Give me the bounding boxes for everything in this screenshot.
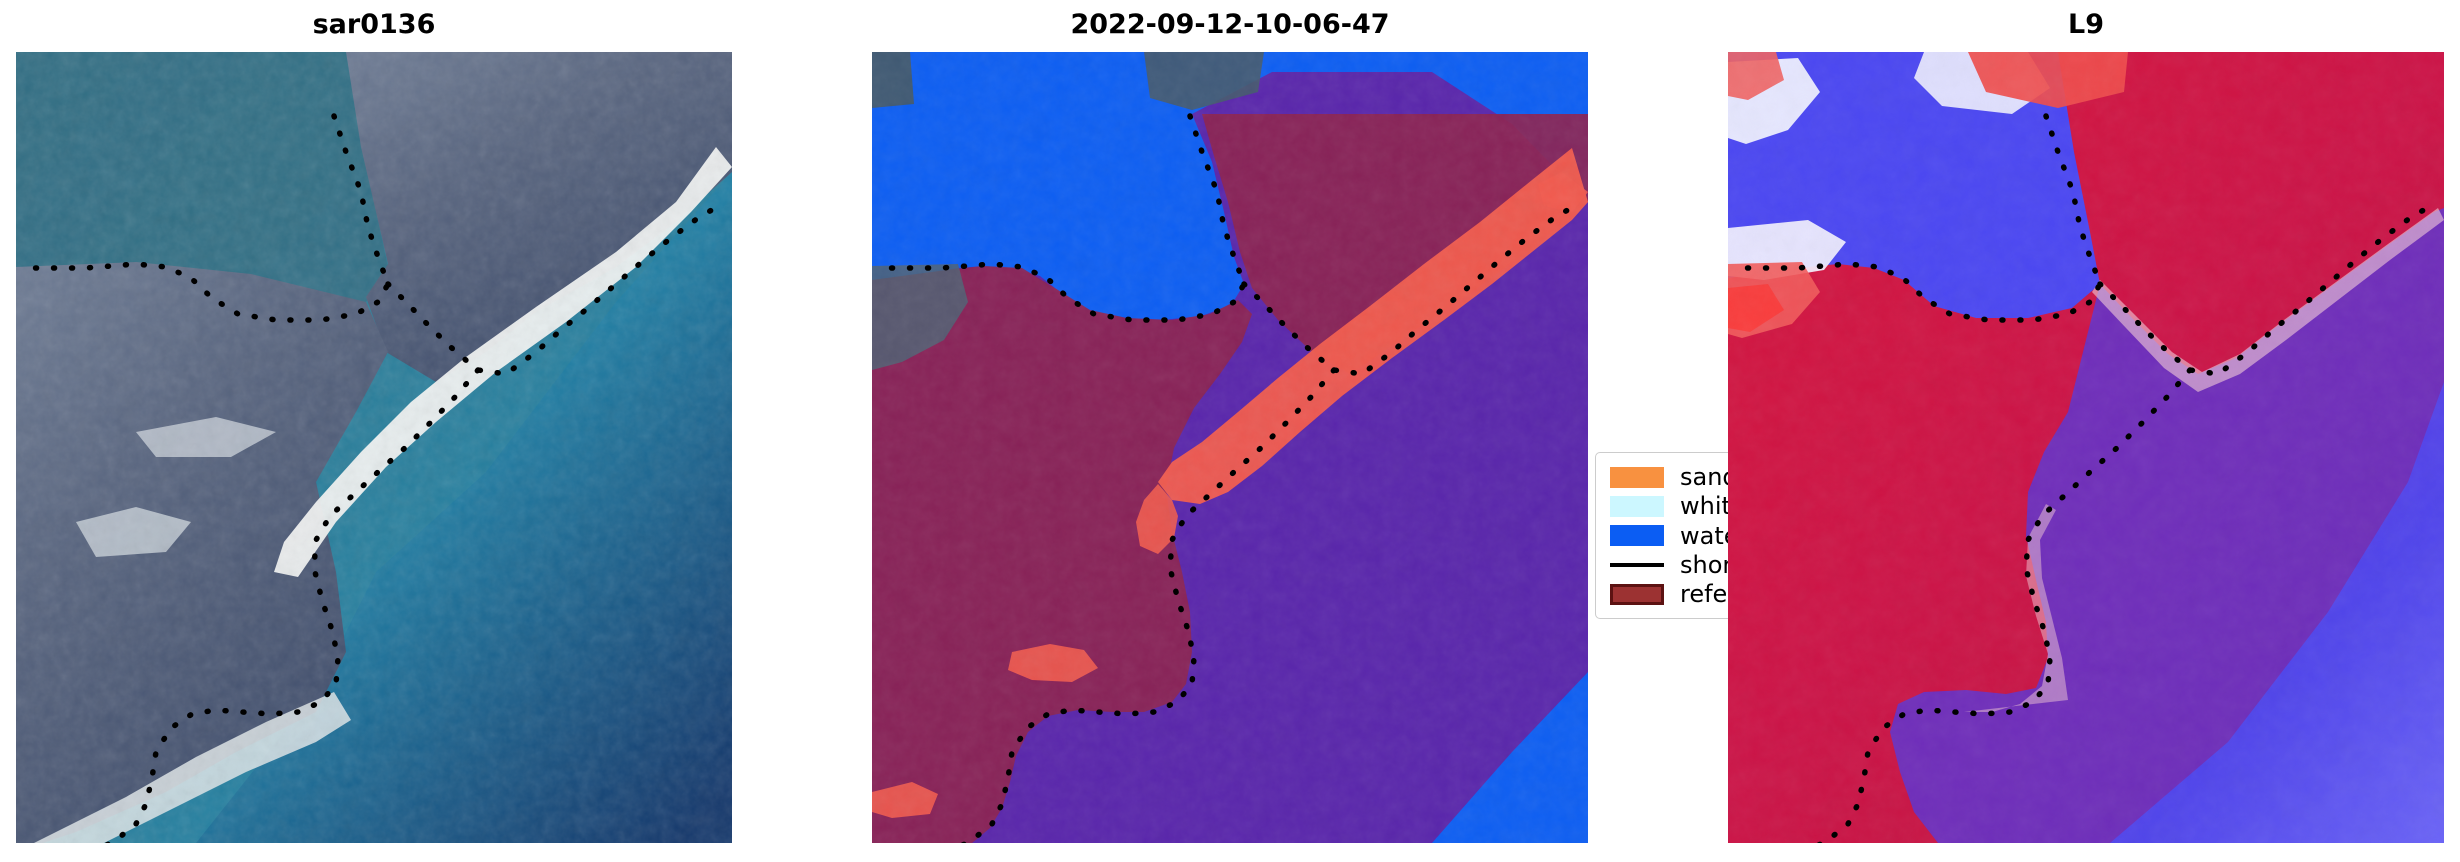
panel-image-sar0136[interactable] xyxy=(16,52,732,843)
l9-index-raster xyxy=(1728,52,2444,843)
classification-raster xyxy=(872,52,1588,843)
panel-title-3: L9 xyxy=(2068,9,2104,40)
panel-image-l9[interactable] xyxy=(1728,52,2444,843)
whitewater-swatch xyxy=(1610,495,1664,517)
shoreline-line-marker xyxy=(1610,562,1664,567)
panel-title-2: 2022-09-12-10-06-47 xyxy=(1070,9,1390,40)
panel-image-classification[interactable] xyxy=(872,52,1588,843)
water-swatch xyxy=(1610,525,1664,546)
reference-swatch xyxy=(1610,583,1664,605)
panel-title-1: sar0136 xyxy=(312,9,436,40)
sand-swatch xyxy=(1610,466,1664,488)
sar0136-raster xyxy=(16,52,732,843)
